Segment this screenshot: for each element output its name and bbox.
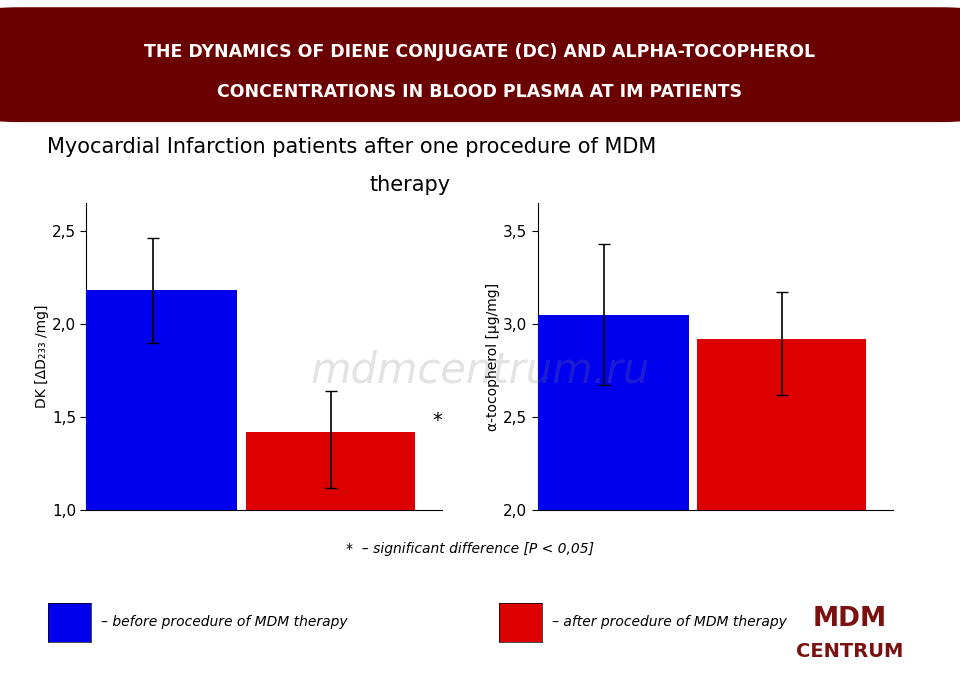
- Bar: [69, 290, 237, 697]
- Text: CONCENTRATIONS IN BLOOD PLASMA AT IM PATIENTS: CONCENTRATIONS IN BLOOD PLASMA AT IM PAT…: [218, 82, 742, 101]
- Bar: [520, 315, 688, 699]
- Text: CENTRUM: CENTRUM: [796, 642, 903, 661]
- Text: *: *: [433, 411, 443, 430]
- Text: therapy: therapy: [370, 175, 450, 195]
- Text: mdmcentrum.ru: mdmcentrum.ru: [310, 350, 650, 391]
- Text: – before procedure of MDM therapy: – before procedure of MDM therapy: [101, 615, 348, 629]
- Text: Myocardial Infarction patients after one procedure of MDM: Myocardial Infarction patients after one…: [47, 137, 656, 157]
- Text: MDM: MDM: [812, 605, 887, 632]
- Text: *  – significant difference [P < 0,05]: * – significant difference [P < 0,05]: [346, 542, 593, 556]
- Y-axis label: DK [ΔD₂₃₃ /mg]: DK [ΔD₂₃₃ /mg]: [36, 305, 49, 408]
- Bar: [697, 339, 866, 699]
- FancyBboxPatch shape: [0, 7, 960, 122]
- Text: – after procedure of MDM therapy: – after procedure of MDM therapy: [552, 615, 787, 629]
- Text: THE DYNAMICS OF DIENE CONJUGATE (DC) AND ALPHA-TOCOPHEROL: THE DYNAMICS OF DIENE CONJUGATE (DC) AND…: [144, 43, 816, 61]
- Y-axis label: α-tocopherol [µg/mg]: α-tocopherol [µg/mg]: [486, 282, 500, 431]
- Bar: [246, 432, 415, 697]
